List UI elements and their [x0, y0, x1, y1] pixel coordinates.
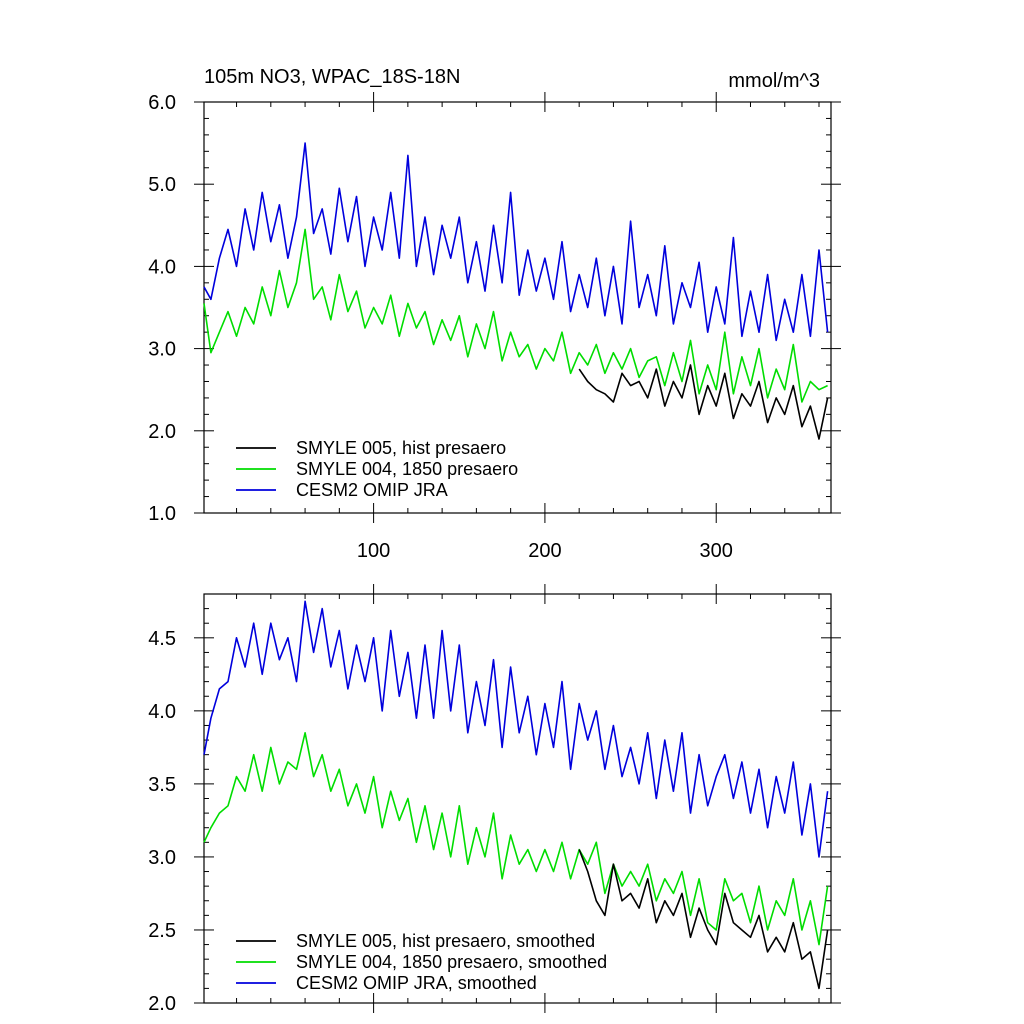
series-line: [203, 731, 829, 946]
y-tick-label: 4.0: [148, 701, 176, 723]
x-tick-label: 200: [528, 540, 561, 562]
legend-label: CESM2 OMIP JRA: [296, 480, 448, 500]
y-tick-label: 3.5: [148, 774, 176, 796]
legend-label: SMYLE 005, hist presaero: [296, 438, 506, 458]
bottom-panel: 2.0 2.5 3.0 3.5 4.0 4.5 SMYLE 005, hist presae…: [148, 584, 841, 1015]
series-line: [203, 600, 829, 858]
series-line: [203, 228, 828, 403]
x-tick-label: 100: [357, 540, 390, 562]
y-tick-label: 3.0: [148, 339, 176, 361]
y-tick-label: 5.0: [148, 174, 176, 196]
legend-label: CESM2 OMIP JRA, smoothed: [296, 973, 537, 993]
y-tick-label: 3.0: [148, 847, 176, 869]
chart-title: 105m NO3, WPAC_18S-18N: [204, 66, 460, 88]
legend-label: SMYLE 005, hist presaero, smoothed: [296, 931, 595, 951]
y-tick-label: 2.5: [148, 920, 176, 942]
series-line: [203, 142, 829, 342]
y-tick-label: 6.0: [148, 92, 176, 114]
y-tick-label: 1.0: [148, 503, 176, 525]
y-tick-label: 2.0: [148, 421, 176, 443]
x-tick-label: 300: [700, 540, 733, 562]
series-line: [578, 364, 829, 440]
y-tick-label: 4.5: [148, 628, 176, 650]
series-line: [578, 849, 829, 990]
y-tick-label: 4.0: [148, 256, 176, 278]
units-label: mmol/m^3: [728, 70, 820, 92]
legend-label: SMYLE 004, 1850 presaero: [296, 459, 518, 479]
top-panel: 100 200 300 1.0 2.0 3.0 4.0 5.0 6.0 SMYLE 005, hi…: [148, 92, 841, 562]
y-tick-label: 2.0: [148, 993, 176, 1015]
legend-label: SMYLE 004, 1850 presaero, smoothed: [296, 952, 607, 972]
